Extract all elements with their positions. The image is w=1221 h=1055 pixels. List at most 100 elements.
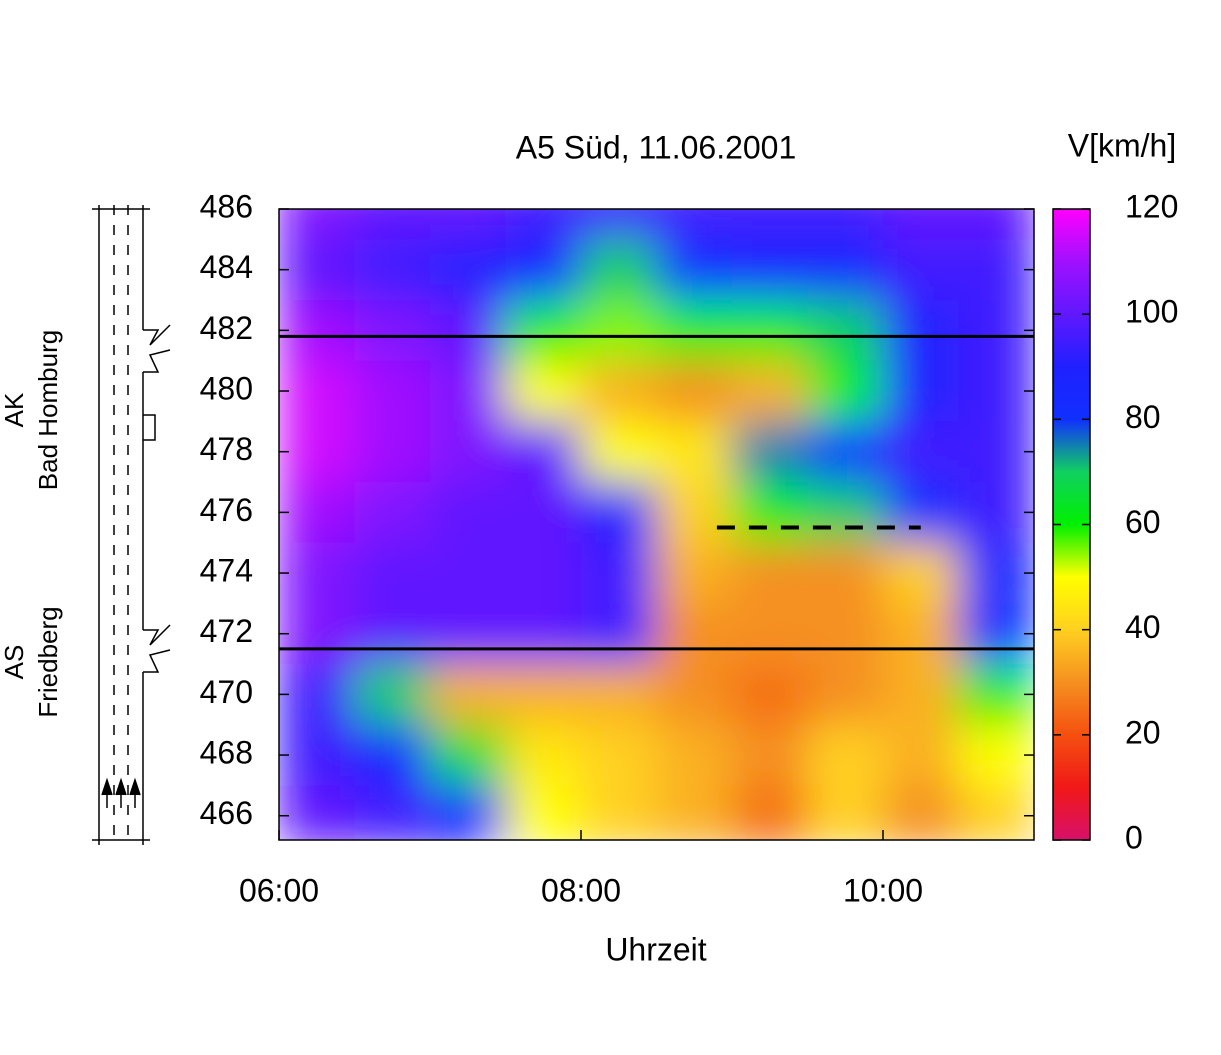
heatmap-cell (656, 785, 733, 840)
heatmap-cell (581, 360, 657, 422)
heatmap-cell (279, 603, 355, 665)
heatmap-cell (656, 300, 733, 362)
heatmap-cell (656, 542, 733, 604)
heatmap-cell (732, 360, 808, 422)
heatmap-cell (581, 209, 657, 240)
heatmap-cell (279, 360, 355, 422)
heatmap-cell (883, 724, 959, 786)
plot-frame (278, 208, 1035, 841)
side-labels: AK Bad Homburg AS Friedberg (0, 330, 63, 718)
side-label: AS (0, 645, 29, 680)
heatmap-cell (430, 239, 506, 301)
heatmap-cell (958, 542, 1034, 604)
y-tick-label: 472 (200, 613, 253, 649)
heatmap-cell (354, 421, 431, 483)
heatmap-cell (958, 300, 1034, 362)
chart-title: A5 Süd, 11.06.2001 (516, 129, 797, 165)
heatmap-cell (807, 300, 884, 362)
heatmap-cell (354, 785, 431, 840)
heatmap-cell (581, 239, 657, 301)
heatmap-cell (807, 724, 884, 786)
heatmap-cell (807, 664, 884, 726)
heatmap-cell (581, 724, 657, 786)
heatmap-cell (430, 300, 506, 362)
heatmap-cell (430, 482, 506, 544)
heatmap-cell (883, 603, 959, 665)
heatmap-cell (581, 542, 657, 604)
heatmap-cell (958, 360, 1034, 422)
heatmap-cell (807, 542, 884, 604)
heatmap-cell (732, 482, 808, 544)
heatmap-cell (883, 664, 959, 726)
heatmap-cell (505, 724, 582, 786)
heatmap-cell (430, 603, 506, 665)
heatmap-cell (354, 542, 431, 604)
heatmap-cell (279, 664, 355, 726)
heatmap-cell (581, 421, 657, 483)
plot-area (279, 209, 1034, 840)
heatmap-cell (279, 300, 355, 362)
heatmap-cell (958, 724, 1034, 786)
heatmap-cell (807, 421, 884, 483)
heatmap-cell (430, 421, 506, 483)
y-tick-label: 486 (200, 188, 253, 224)
heatmap-cell (883, 239, 959, 301)
colorbar-tick-label: 100 (1125, 294, 1178, 330)
heatmap-cell (656, 603, 733, 665)
heatmap-cell (656, 482, 733, 544)
y-tick-label: 468 (200, 735, 253, 771)
heatmap-cell (505, 664, 582, 726)
y-tick-label: 482 (200, 310, 253, 346)
heatmap-cell (883, 785, 959, 840)
heatmap-cell (354, 724, 431, 786)
y-tick-label: 476 (200, 492, 253, 528)
lane-diagram (92, 205, 171, 845)
x-tick-label: 10:00 (843, 872, 923, 908)
x-tick-label: 06:00 (239, 872, 319, 908)
heatmap-cell (883, 542, 959, 604)
heatmap (279, 209, 1034, 840)
y-tick-label: 474 (200, 552, 253, 588)
heatmap-cell (958, 482, 1034, 544)
y-tick-label: 470 (200, 674, 253, 710)
heatmap-cell (430, 664, 506, 726)
heatmap-cell (581, 300, 657, 362)
heatmap-cell (883, 360, 959, 422)
heatmap-cell (958, 209, 1034, 240)
heatmap-cell (958, 603, 1034, 665)
heatmap-cell (732, 724, 808, 786)
heatmap-cell (279, 482, 355, 544)
heatmap-cell (581, 603, 657, 665)
heatmap-cell (732, 785, 808, 840)
x-tick-label: 08:00 (541, 872, 621, 908)
heatmap-cell (958, 421, 1034, 483)
heatmap-cell (656, 209, 733, 240)
heatmap-cell (505, 300, 582, 362)
colorbar-tick-label: 40 (1125, 609, 1161, 645)
heatmap-cell (656, 724, 733, 786)
heatmap-cell (656, 360, 733, 422)
heatmap-cell (279, 724, 355, 786)
heatmap-cell (732, 209, 808, 240)
heatmap-cell (279, 785, 355, 840)
y-tick-label: 466 (200, 795, 253, 831)
heatmap-cell (279, 239, 355, 301)
side-label: AK (0, 392, 29, 427)
heatmap-cell (505, 209, 582, 240)
heatmap-cell (656, 664, 733, 726)
heatmap-cell (430, 360, 506, 422)
heatmap-cell (807, 209, 884, 240)
side-label: Friedberg (33, 606, 63, 717)
heatmap-cell (883, 482, 959, 544)
y-tick-label: 484 (200, 249, 253, 285)
x-axis-label: Uhrzeit (605, 931, 706, 967)
heatmap-cell (581, 664, 657, 726)
heatmap-cell (505, 239, 582, 301)
heatmap-cell (354, 360, 431, 422)
heatmap-cell (581, 482, 657, 544)
heatmap-cell (430, 542, 506, 604)
heatmap-cell (732, 300, 808, 362)
heatmap-cell (807, 603, 884, 665)
heatmap-cell (958, 664, 1034, 726)
